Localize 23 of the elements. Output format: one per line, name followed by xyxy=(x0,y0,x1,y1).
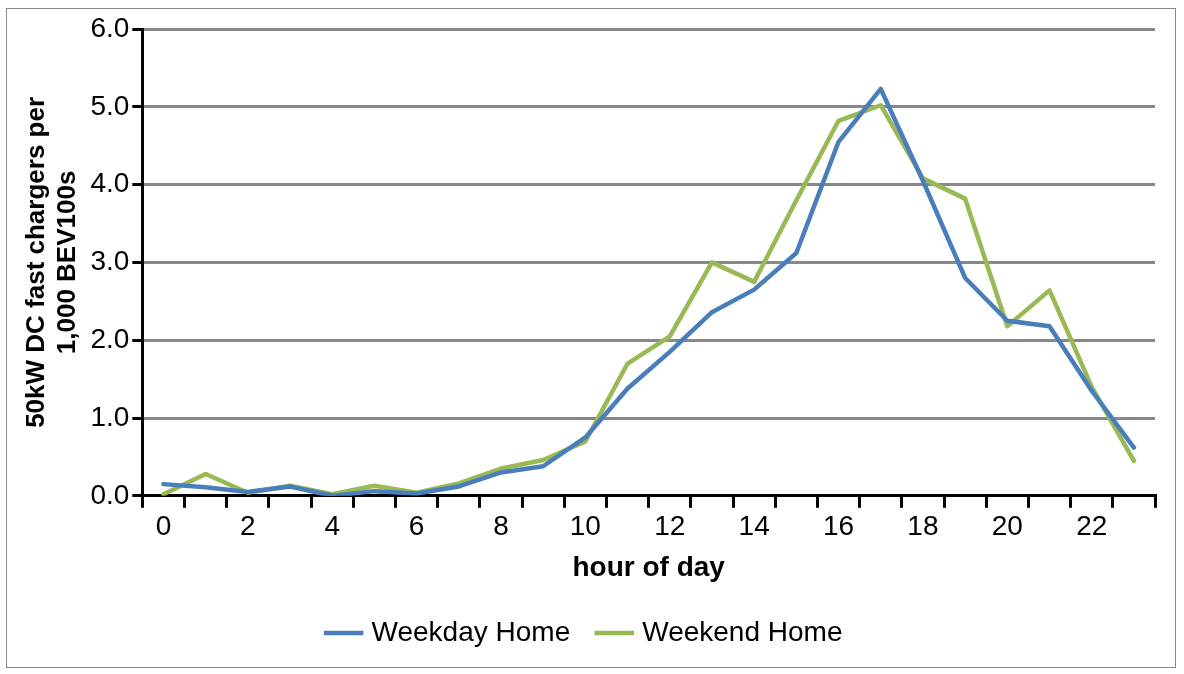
y-tick-label: 4.0 xyxy=(90,167,130,199)
x-tick-label: 6 xyxy=(408,510,425,542)
x-tick-label: 12 xyxy=(654,510,686,542)
y-axis-title: 50kW DC fast chargers per 1,000 BEV100s xyxy=(19,96,81,428)
x-tick-label: 4 xyxy=(324,510,340,542)
y-tick-label: 1.0 xyxy=(90,400,130,432)
x-tick-label: 2 xyxy=(240,510,256,542)
x-tick-label: 8 xyxy=(493,510,509,542)
legend-label: Weekday Home xyxy=(371,615,571,647)
x-tick-label: 16 xyxy=(822,510,855,542)
y-tick-label: 6.0 xyxy=(90,11,130,43)
x-axis-title: hour of day xyxy=(572,550,726,582)
x-tick-label: 22 xyxy=(1076,510,1108,542)
x-tick-label: 10 xyxy=(569,510,601,542)
y-tick-label: 5.0 xyxy=(90,89,130,121)
y-tick-label: 0.0 xyxy=(90,478,130,510)
x-tick-label: 20 xyxy=(991,510,1023,542)
x-tick-label: 14 xyxy=(738,510,770,542)
y-tick-label: 2.0 xyxy=(90,322,130,354)
x-tick-label: 18 xyxy=(907,510,939,542)
y-tick-label: 3.0 xyxy=(90,245,130,277)
x-tick-label: 0 xyxy=(155,510,172,542)
legend-label: Weekend Home xyxy=(642,615,843,647)
